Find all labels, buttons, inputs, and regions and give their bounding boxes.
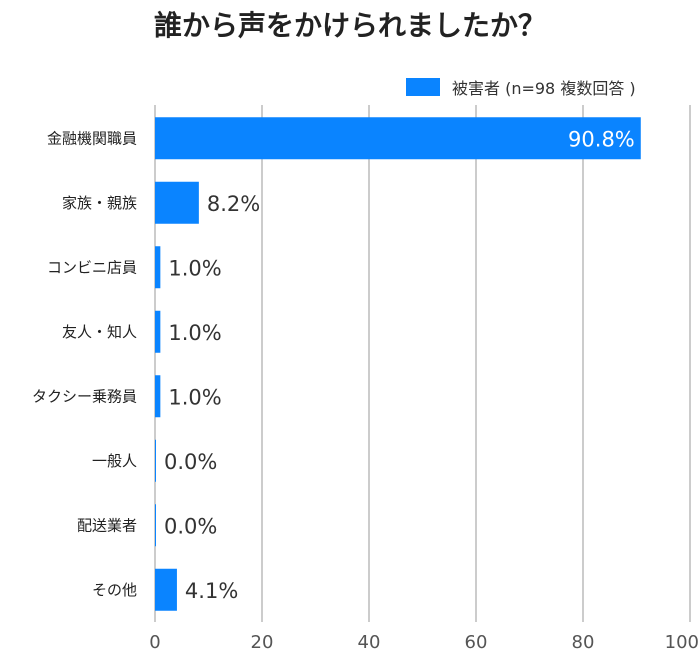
x-tick-label: 80	[572, 632, 595, 653]
x-tick-label: 60	[465, 632, 488, 653]
data-label: 0.0%	[164, 514, 217, 538]
x-tick-label: 40	[358, 632, 381, 653]
chart-legend: 被害者 (n=98 複数回答 )	[406, 76, 636, 98]
x-tick-label: 20	[251, 632, 274, 653]
x-tick-label: 100	[665, 632, 699, 653]
legend-swatch	[406, 78, 440, 96]
data-label: 1.0%	[168, 385, 221, 409]
data-label: 0.0%	[164, 450, 217, 474]
category-label: タクシー乗務員	[32, 387, 137, 405]
legend-label: 被害者 (n=98 複数回答 )	[452, 79, 636, 98]
bar	[155, 117, 641, 160]
category-label: 金融機関職員	[47, 129, 137, 147]
bar	[155, 246, 161, 289]
category-label: 友人・知人	[62, 323, 137, 341]
category-label: コンビニ店員	[47, 258, 137, 276]
data-label: 8.2%	[207, 192, 260, 216]
bar	[155, 310, 161, 353]
chart-title: 誰から声をかけられましたか？	[153, 9, 546, 42]
category-label: 一般人	[92, 452, 137, 470]
category-label: 配送業者	[77, 516, 137, 534]
bar	[155, 504, 156, 547]
bar	[155, 181, 199, 224]
bar	[155, 568, 177, 611]
data-label: 1.0%	[168, 256, 221, 280]
bar	[155, 439, 156, 482]
category-label: 家族・親族	[62, 194, 137, 212]
data-label: 4.1%	[185, 579, 238, 603]
data-label: 1.0%	[168, 321, 221, 345]
x-tick-label: 0	[149, 632, 160, 653]
bar	[155, 375, 161, 418]
data-label: 90.8%	[568, 127, 635, 151]
category-label: その他	[92, 581, 137, 599]
